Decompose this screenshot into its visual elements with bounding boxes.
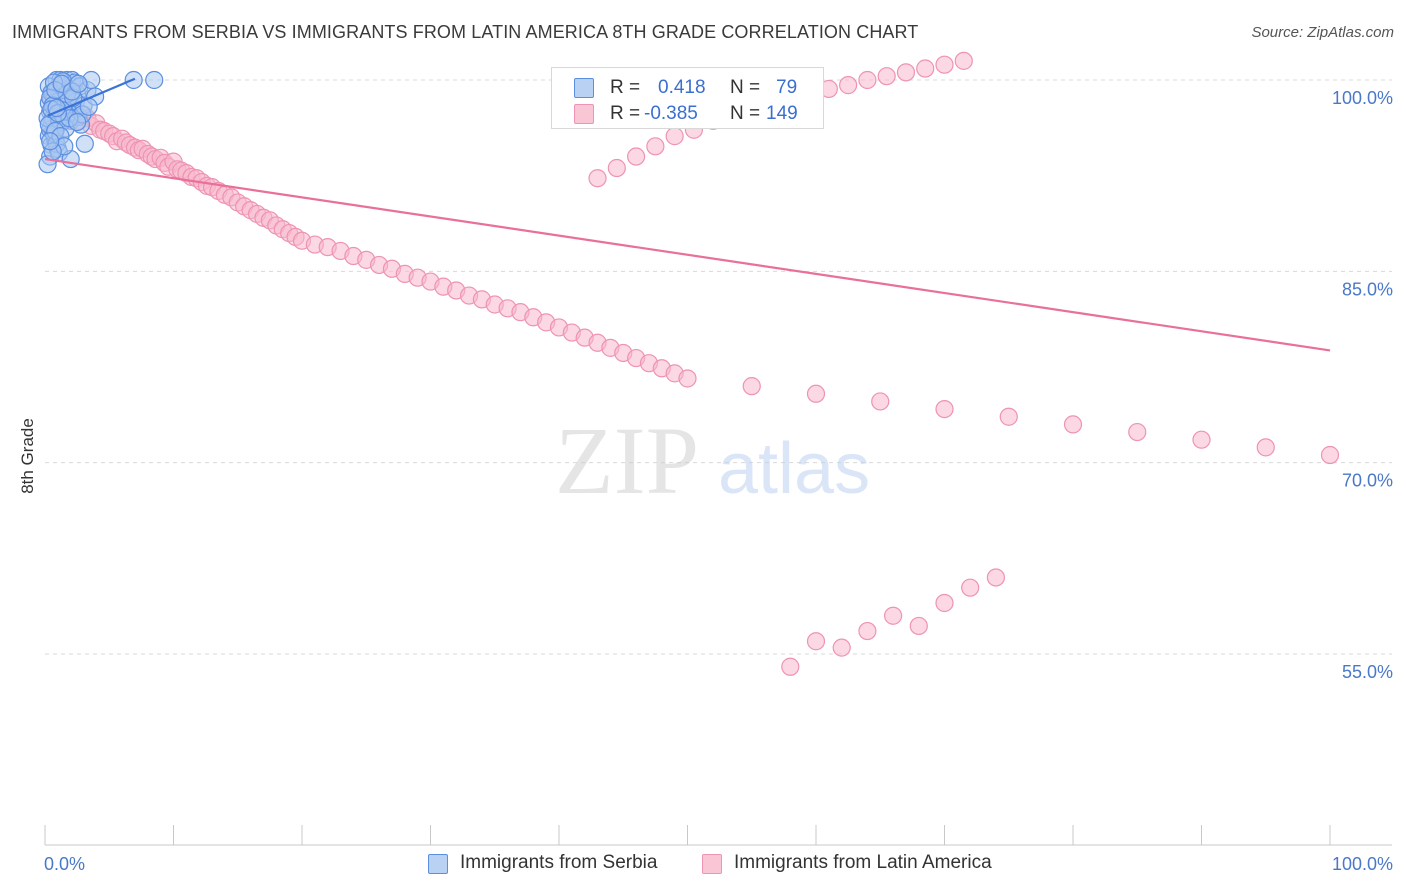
x-tick-label-end: 100.0% <box>1332 854 1393 874</box>
latam-point-109 <box>896 63 916 82</box>
legend-row-serbia: R = 0.418 N = 79 <box>552 76 823 102</box>
bottom-legend-latam-label: Immigrants from Latin America <box>734 852 992 873</box>
latam-point-90 <box>1192 430 1211 449</box>
n-label-latam: N = <box>730 103 761 124</box>
serbia-points <box>38 70 164 174</box>
y-tick-label-2: 85.0% <box>1342 279 1393 299</box>
latam-point-88 <box>1063 415 1083 434</box>
serbia-point-39 <box>145 70 164 90</box>
stats-legend: R = 0.418 N = 79 R = -0.385 N = 149 <box>551 67 824 129</box>
serbia-point-65 <box>68 112 87 132</box>
y-tick-label-3: 100.0% <box>1332 88 1393 108</box>
latam-point-92 <box>1320 445 1340 465</box>
bottom-legend-serbia-swatch <box>428 854 448 874</box>
latam-point-136 <box>883 606 903 625</box>
latam-point-132 <box>781 657 800 676</box>
x-tick-label-start: 0.0% <box>44 854 85 874</box>
latam-point-134 <box>832 638 851 657</box>
grid-lines <box>45 79 1392 655</box>
latam-point-111 <box>935 55 954 74</box>
latam-point-97 <box>665 127 684 146</box>
bottom-legend-latam-swatch <box>702 854 722 874</box>
serbia-point-77 <box>41 132 60 151</box>
y-tick-label-1: 70.0% <box>1342 471 1393 491</box>
latam-point-138 <box>935 593 954 613</box>
latam-point-82 <box>678 369 697 388</box>
serbia-point-76 <box>69 74 88 93</box>
tick-labels: 55.0% 70.0% 85.0% 100.0% 0.0% 100.0% 8th Grade <box>18 88 1393 874</box>
watermark-zip: ZIP <box>555 407 699 514</box>
latam-swatch <box>574 104 594 124</box>
latam-point-96 <box>646 137 665 156</box>
latam-points <box>42 51 1340 676</box>
serbia-point-49 <box>75 134 94 153</box>
r-label-latam: R = <box>610 103 641 124</box>
latam-point-110 <box>916 59 935 78</box>
latam-trend-line <box>44 157 1331 352</box>
latam-point-87 <box>999 407 1018 426</box>
latam-point-106 <box>839 76 858 95</box>
serbia-swatch <box>574 78 594 98</box>
r-value-serbia: 0.418 <box>658 77 706 98</box>
legend-row-latam: R = -0.385 N = 149 <box>552 102 823 128</box>
latam-point-86 <box>935 399 954 419</box>
latam-point-112 <box>954 51 973 70</box>
y-tick-label-0: 55.0% <box>1342 662 1393 682</box>
r-value-latam: -0.385 <box>644 103 698 124</box>
latam-point-137 <box>909 616 928 636</box>
y-axis-label: 8th Grade <box>18 418 37 494</box>
latam-point-108 <box>877 67 896 86</box>
axes <box>44 825 1392 846</box>
latam-point-139 <box>961 578 980 597</box>
latam-point-93 <box>588 169 607 188</box>
trend-lines <box>44 77 1331 352</box>
latam-point-133 <box>806 632 826 651</box>
latam-point-85 <box>871 392 890 411</box>
chart-title: IMMIGRANTS FROM SERBIA VS IMMIGRANTS FRO… <box>12 22 919 42</box>
latam-point-95 <box>626 147 646 166</box>
r-label-serbia: R = <box>610 77 641 98</box>
latam-point-91 <box>1256 438 1275 457</box>
watermark: ZIP atlas <box>555 407 870 514</box>
latam-point-140 <box>986 568 1006 587</box>
latam-point-94 <box>607 158 626 178</box>
latam-point-89 <box>1128 422 1147 442</box>
watermark-atlas: atlas <box>718 429 870 509</box>
latam-point-135 <box>858 621 877 641</box>
bottom-legend-serbia-label: Immigrants from Serbia <box>460 852 658 873</box>
serbia-trend-line <box>47 77 136 117</box>
n-label-serbia: N = <box>730 77 761 98</box>
latam-point-83 <box>742 377 761 396</box>
n-value-latam: 149 <box>766 103 798 124</box>
n-value-serbia: 79 <box>776 77 798 98</box>
latam-point-107 <box>858 70 877 90</box>
source-credit: Source: ZipAtlas.com <box>1251 24 1394 41</box>
latam-point-84 <box>806 384 826 403</box>
